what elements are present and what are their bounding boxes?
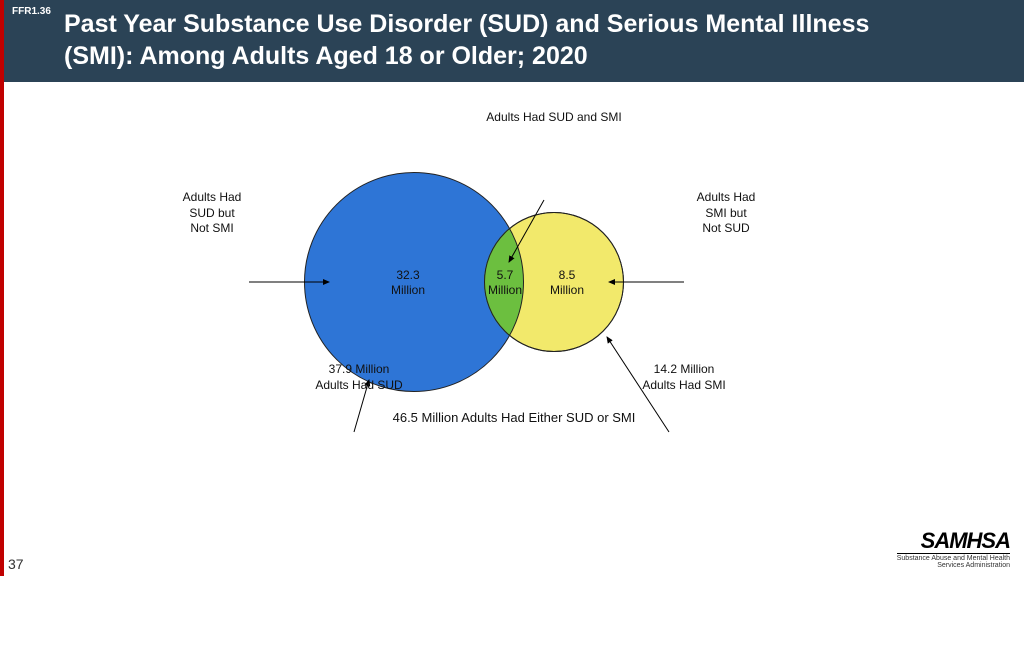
logo-subtitle: Substance Abuse and Mental Health Servic… [897, 555, 1010, 570]
footer: 37 SAMHSA Substance Abuse and Mental Hea… [4, 536, 1024, 576]
title-line-1: Past Year Substance Use Disorder (SUD) a… [64, 10, 869, 38]
caption: 46.5 Million Adults Had Either SUD or SM… [4, 410, 1024, 425]
figure-ref: FFR1.36 [12, 6, 51, 17]
title-line-2: (SMI): Among Adults Aged 18 or Older; 20… [64, 42, 588, 70]
label-right: Adults Had SMI but Not SUD [686, 190, 766, 237]
label-left: Adults Had SUD but Not SMI [172, 190, 252, 237]
smi-only-value: 8.5 Million [542, 268, 592, 298]
content-area: 32.3 Million 5.7 Million 8.5 Million [4, 82, 1024, 512]
header: FFR1.36 Past Year Substance Use Disorder… [4, 0, 1024, 82]
label-top: Adults Had SUD and SMI [479, 110, 629, 126]
label-bottom-left: 37.9 Million Adults Had SUD [299, 362, 419, 393]
overlap-value: 5.7 Million [480, 268, 530, 298]
page-number: 37 [8, 556, 24, 572]
label-bottom-right: 14.2 Million Adults Had SMI [624, 362, 744, 393]
sud-only-value: 32.3 Million [378, 268, 438, 298]
samhsa-logo: SAMHSA Substance Abuse and Mental Health… [897, 530, 1010, 570]
logo-text: SAMHSA [897, 530, 1010, 554]
slide: FFR1.36 Past Year Substance Use Disorder… [0, 0, 1024, 576]
page-title: Past Year Substance Use Disorder (SUD) a… [64, 8, 1004, 72]
